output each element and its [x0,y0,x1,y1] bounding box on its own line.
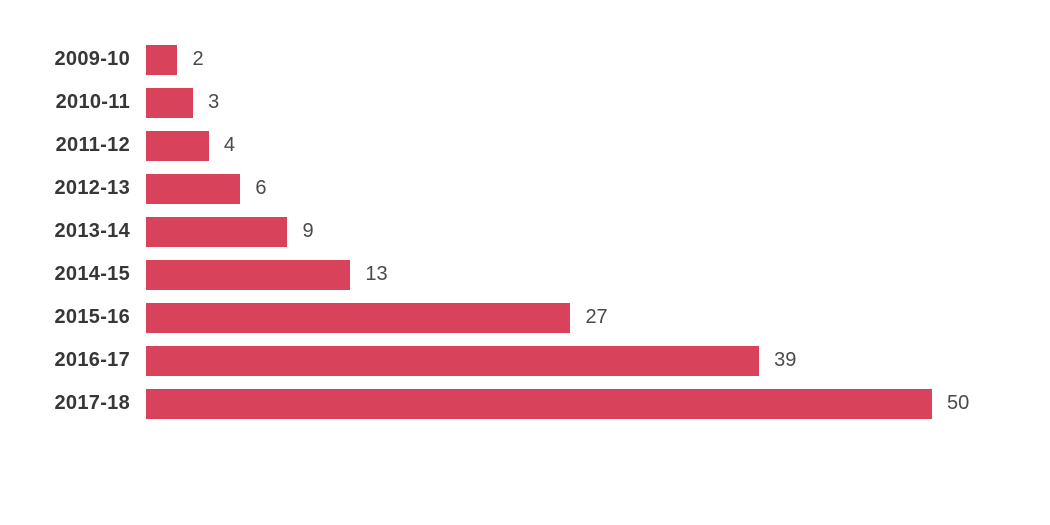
bar-row: 2016-17 39 [0,339,1050,382]
bar [146,388,932,419]
bar-row: 2015-16 27 [0,296,1050,339]
value-label: 3 [208,91,220,113]
bar [146,130,209,161]
bar-row: 2017-18 50 [0,382,1050,425]
value-label: 27 [585,306,608,328]
bar-row: 2013-14 9 [0,210,1050,253]
bar-track: 9 [130,216,1050,247]
value-label: 4 [223,134,235,156]
bar-track: 3 [130,87,1050,118]
bar-row: 2014-15 13 [0,253,1050,296]
bar [146,173,241,204]
bar-track: 4 [130,130,1050,161]
category-label: 2014-15 [54,263,130,285]
bar [146,87,194,118]
value-label: 39 [774,349,797,371]
bar-track: 39 [130,345,1050,376]
value-label: 50 [947,392,970,414]
category-label: 2010-11 [55,91,130,113]
bar-track: 6 [130,173,1050,204]
bar-row: 2010-11 3 [0,81,1050,124]
bar-track: 2 [130,44,1050,75]
bar [146,44,178,75]
category-label: 2009-10 [54,48,130,70]
category-label: 2011-12 [55,134,130,156]
value-label: 2 [192,48,204,70]
bar [146,259,351,290]
bar-track: 27 [130,302,1050,333]
category-label: 2015-16 [54,306,130,328]
value-label: 13 [365,263,388,285]
bar [146,302,571,333]
value-label: 9 [302,220,314,242]
category-label: 2017-18 [54,392,130,414]
bar [146,345,760,376]
bar-track: 13 [130,259,1050,290]
bar-row: 2012-13 6 [0,167,1050,210]
category-label: 2012-13 [54,177,130,199]
bar [146,216,288,247]
category-label: 2016-17 [54,349,130,371]
bar-row: 2009-10 2 [0,38,1050,81]
bar-row: 2011-12 4 [0,124,1050,167]
category-label: 2013-14 [54,220,130,242]
value-label: 6 [255,177,267,199]
bar-track: 50 [130,388,1050,419]
